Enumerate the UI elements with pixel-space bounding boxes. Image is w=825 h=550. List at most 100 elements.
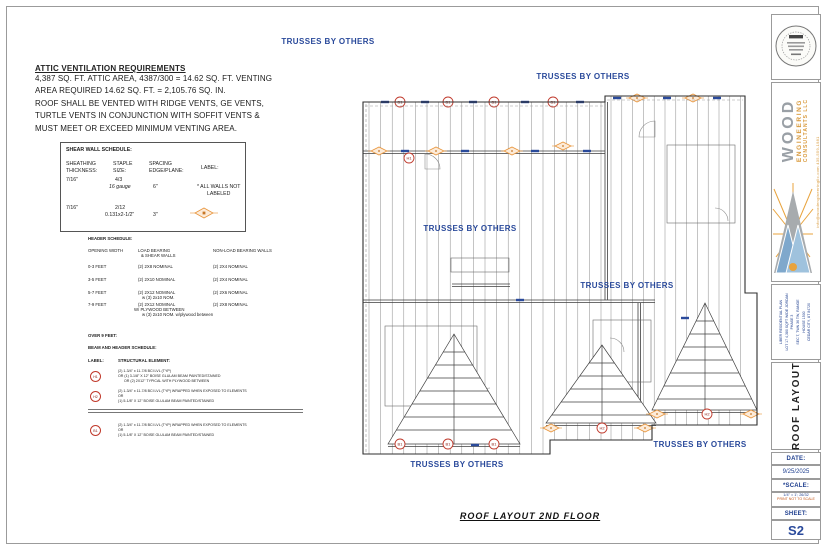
shear-row-value: 4/3 [115,177,123,183]
sheet-label-cell: SHEET: [771,507,821,520]
attic-note-line: 4,387 SQ. FT. ATTIC AREA, 4387/300 = 14.… [35,74,273,83]
header-row-nlb: (2) 2X4 NOMINAL [213,264,248,269]
beam-label-text: B1 [93,428,98,433]
header-col: LOAD BEARING [138,248,171,253]
engineer-seal-box [771,14,821,80]
marker-b1: B1 [488,438,500,450]
dimension-dash [471,443,479,447]
shear-col-header: EDGE/PLANE: [149,168,184,174]
header-row-lb: W/ PLYWOOD BETWEEN [134,307,185,312]
beam-schedule-divider [88,409,303,413]
shear-row-value: 0.131x2-1/2" [105,212,135,218]
header-schedule: HEADER SCHEDULE: OPENING WIDTH LOAD BEAR… [88,236,318,328]
scale-value-cell: 1/4" = 1'; 26/32 PRINT NOT TO SCALE [771,492,821,507]
header-row-lb: w (3) 2x10 NOM. w/plywood between [142,312,214,317]
header-row-lb: (2) 2X10 NOMINAL [138,277,176,282]
plan-caption: ROOF LAYOUT 2ND FLOOR [459,511,601,521]
trusses-label: TRUSSES BY OTHERS [580,281,674,290]
header-row-nlb: (2) 2X8 NOMINAL [213,302,248,307]
shear-row-value: 7/16" [66,205,78,211]
beam-line: OR (1) 3-1/8" X 12" BOISE GLULAM BEAM PA… [118,374,221,378]
beam-line: OR [118,428,124,432]
header-row-nlb: (2) 2X4 NOMINAL [213,277,248,282]
shear-wall-schedule: SHEAR WALL SCHEDULE: SHEATHING THICKNESS… [60,142,246,232]
header-row-lb: (2) 2X8 NOMINAL [138,264,173,269]
shear-col-header: STAPLE [113,161,133,167]
attic-note-line: ROOF SHALL BE VENTED WITH RIDGE VENTS, G… [35,98,264,108]
attic-note: ATTIC VENTILATION REQUIREMENTS 4,387 SQ.… [35,64,310,135]
marker-b1: B1 [394,438,406,450]
attic-note-line: TURTLE VENTS IN CONJUNCTION WITH SOFFIT … [35,111,260,121]
sheet-title-rotated: ROOF LAYOUT [773,361,819,451]
shear-row-value: 16 gauge [109,184,131,190]
dimension-dash [583,149,591,153]
date-value-cell: 9/25/2025 [771,465,821,479]
brand-contact-rotated: info@woodengineeringllc.com 435-559-1981 [814,136,820,228]
shear-wall-diamond-marker [425,146,447,156]
sheet-number: S2 [788,522,804,538]
beam-line: OR (2) 2X12" TYPICAL WITH PLYWOOD BETWEE… [124,379,210,383]
shear-wall-diamond-marker [540,423,562,433]
date-value: 9/25/2025 [782,469,810,475]
attic-note-title: ATTIC VENTILATION REQUIREMENTS [35,64,186,73]
brand-text-rotated: WOOD ENGINEERING CONSULTANTS LLC [772,83,818,178]
marker-label: B1 [446,442,452,447]
trusses-label: TRUSSES BY OTHERS [423,224,517,233]
sheet-title-box: ROOF LAYOUT [771,362,821,450]
trusses-label: TRUSSES BY OTHERS [410,460,504,469]
sheet-title-text: ROOF LAYOUT [790,361,802,451]
beam-line: (1) 5-1/8" X 12" BOISE GLULAM BEAM PAINT… [118,433,215,437]
dimension-dash [681,316,689,320]
header-schedule-title: HEADER SCHEDULE: [88,236,133,241]
shear-col-header: LABEL: [201,165,219,171]
beam-schedule-title: BEAM AND HEADER SCHEDULE: [88,345,157,350]
sheet-label: SHEET: [784,510,808,517]
sheet-number-cell: S2 [771,520,821,540]
marker-label: B1 [398,442,404,447]
dimension-dash [613,96,621,100]
beam-label-badge-h1: H1 [90,371,101,382]
beam-line: (1) 5-1/8" X 12" BOISE GLULAM BEAM PAINT… [118,399,215,403]
shear-row-value: 7/16" [66,177,78,183]
beam-label-badge-b1: B1 [90,425,101,436]
shear-col-header: THICKNESS: [66,168,98,174]
beam-line: OR [118,394,124,398]
shear-row-value: LABELED [207,191,231,197]
shear-wall-diamond-icon [190,207,218,219]
shear-wall-diamond-marker [552,141,574,151]
dimension-dash [401,149,409,153]
beam-schedule: BEAM AND HEADER SCHEDULE: LABEL: STRUCTU… [88,345,323,450]
engineer-seal-icon [775,25,817,67]
attic-note-line: MUST MEET OR EXCEED MINIMUM VENTING AREA… [35,123,238,133]
brand-logo-icon [772,183,814,274]
marker-b1: B1 [442,438,454,450]
dimension-dash [531,149,539,153]
shear-row-value: 2/12 [115,205,126,211]
dimension-dash [663,96,671,100]
trusses-label: TRUSSES BY OTHERS [536,72,630,81]
shear-col-header: SIZE: [113,168,126,174]
shear-col-header: SHEATHING [66,161,96,167]
project-info-box: LIBER RESIDENTIAL PLAN LOT 17 4,380 SQFT… [771,284,821,360]
marker-label: B1 [492,442,498,447]
beam-line: (2) 1-3/4" x 11-7/8 BCI LVL (TYP) WRAPPE… [118,423,247,427]
shear-wall-diamond-marker [626,93,648,103]
shear-col-header: SPACING [149,161,172,167]
beam-label-badge-h2: H2 [90,391,101,402]
scale-value-line2: PRINT NOT TO SCALE [777,497,815,501]
beam-elem-hdr: STRUCTURAL ELEMENT: [118,358,170,363]
header-schedule-footer: OVER 9 FEET: [88,333,117,338]
beam-line: (2) 1-3/4" x 11-7/8 BCI LVL (TYP) WRAPPE… [118,389,247,393]
header-col: & SHEAR WALLS [141,253,176,258]
marker-label: H2 [704,412,710,417]
shear-wall-diamond-marker [682,93,704,103]
header-row-width: 7-9 FEET [88,302,107,307]
beam-line: (2) 1-3/4" x 11-7/8 BCI LVL (TYP) [118,369,171,373]
date-label-cell: DATE: [771,452,821,465]
plan-outline [362,95,758,455]
header-row-width: 0-3 FEET [88,264,107,269]
brand-line3: CONSULTANTS LLC [803,98,809,163]
header-row-nlb: (2) 2X6 NOMINAL [213,290,248,295]
